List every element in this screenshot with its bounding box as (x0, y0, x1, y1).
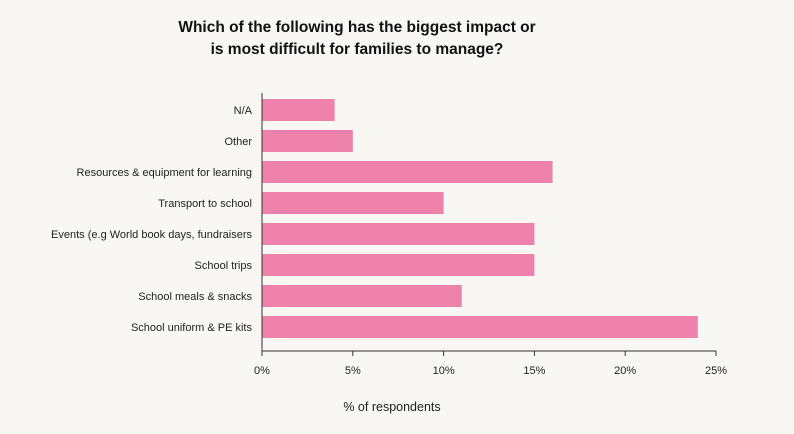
chart-title-line-2: is most difficult for families to manage… (211, 41, 504, 58)
x-tick-label: 15% (523, 365, 545, 377)
bar (262, 254, 535, 276)
category-label: Resources & equipment for learning (77, 167, 252, 179)
bar (262, 130, 353, 152)
category-label: School trips (195, 260, 253, 272)
category-label: Events (e.g World book days, fundraisers (51, 229, 252, 241)
bar (262, 223, 535, 245)
chart-title-line-1: Which of the following has the biggest i… (178, 19, 535, 36)
category-label: N/A (234, 105, 253, 117)
bars-layer (262, 99, 698, 338)
x-tick-label: 0% (254, 365, 270, 377)
x-tick-label: 20% (614, 365, 636, 377)
x-axis-title: % of respondents (343, 400, 440, 414)
category-label: School uniform & PE kits (131, 322, 253, 334)
category-label: School meals & snacks (138, 291, 252, 303)
x-tick-label: 25% (705, 365, 727, 377)
bar (262, 99, 335, 121)
x-tick-label: 5% (345, 365, 361, 377)
x-axis: 0% 5% 10% 15% 20% 25% (254, 93, 727, 377)
bar (262, 285, 462, 307)
category-label: Other (224, 136, 252, 148)
bar (262, 161, 553, 183)
x-tick-label: 10% (433, 365, 455, 377)
bar (262, 192, 444, 214)
bar (262, 316, 698, 338)
category-labels: N/A Other Resources & equipment for learni… (51, 105, 253, 334)
category-label: Transport to school (158, 198, 252, 210)
